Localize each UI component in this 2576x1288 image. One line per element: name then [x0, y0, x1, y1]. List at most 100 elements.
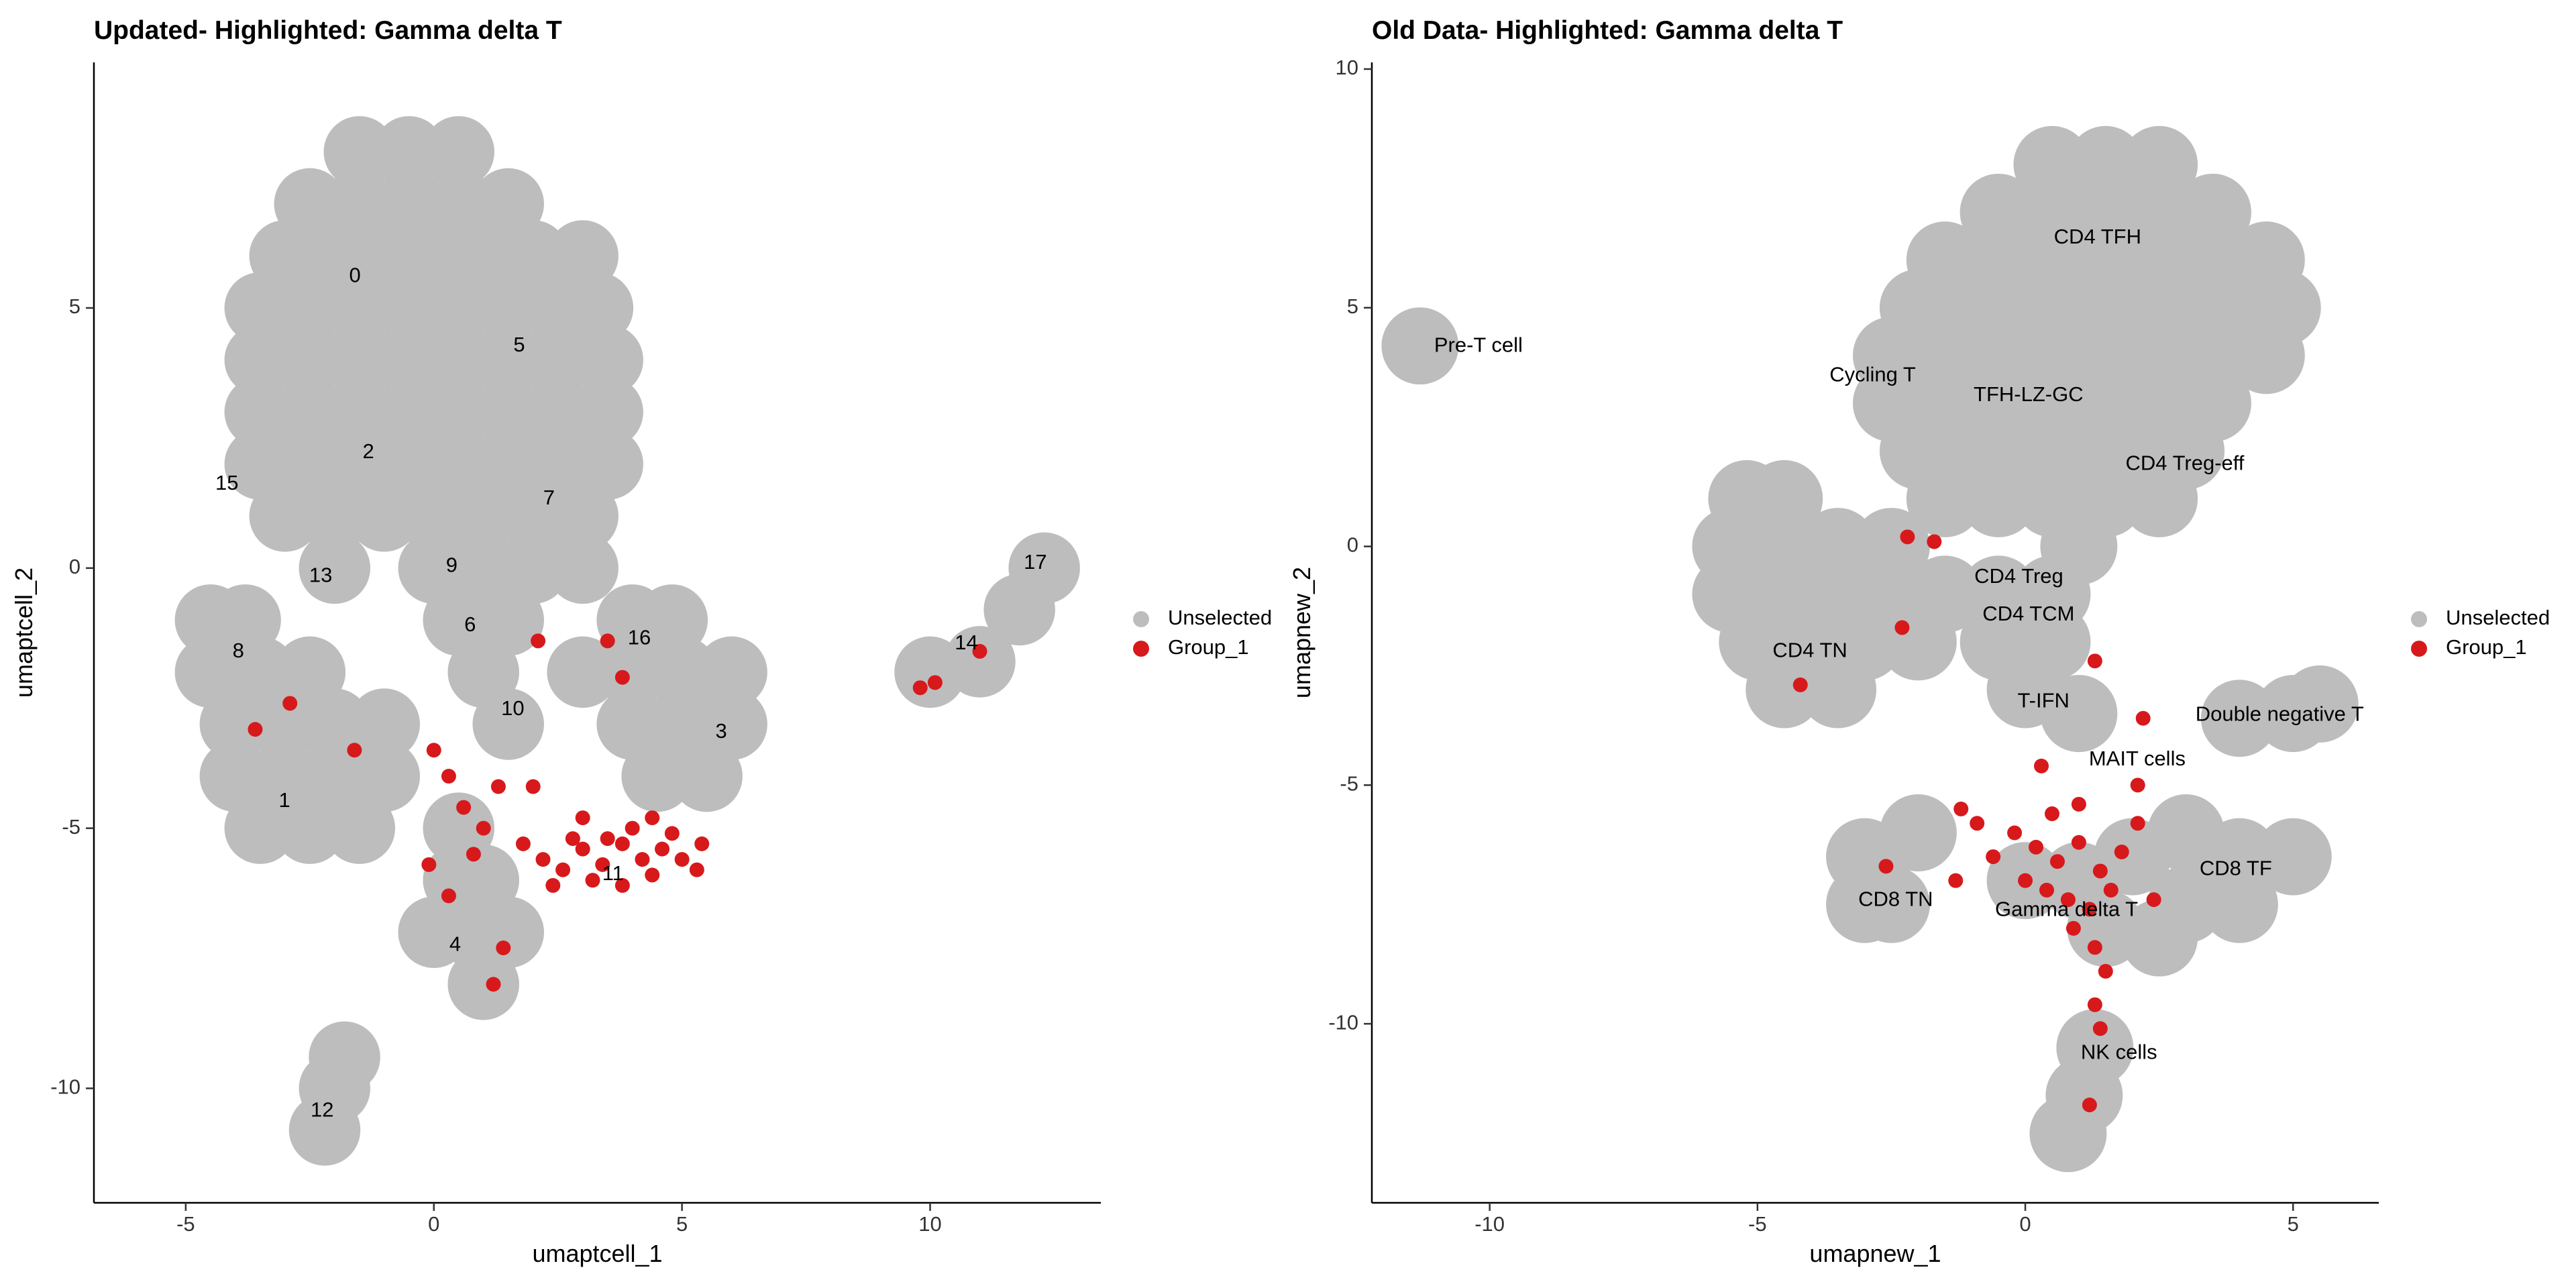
highlight-point [912, 680, 928, 696]
y-tick-label: 10 [1336, 56, 1358, 79]
highlight-point [486, 977, 501, 992]
highlight-point [2082, 902, 2097, 917]
highlight-point [535, 852, 551, 867]
highlight-point [614, 669, 630, 685]
highlight-point [664, 826, 680, 841]
x-tick-label: 10 [918, 1212, 941, 1236]
highlight-point [476, 820, 491, 836]
y-tick-label: 0 [1347, 533, 1358, 557]
chart-panel: Updated- Highlighted: Gamma delta T05215… [10, 16, 1272, 1267]
cluster-label: Gamma delta T [1995, 898, 2138, 921]
cluster-label: 10 [501, 696, 524, 720]
background-point [1008, 532, 1080, 604]
highlight-point [614, 877, 630, 893]
highlight-point [2065, 920, 2081, 936]
background-point [547, 480, 619, 552]
cluster-label: 7 [543, 486, 555, 509]
background-point [1879, 794, 1957, 871]
cluster-label: MAIT cells [2089, 747, 2186, 770]
highlight-point [2034, 758, 2049, 773]
cluster-label: Double negative T [2196, 702, 2364, 726]
highlight-point [2146, 892, 2161, 908]
chart-title: Updated- Highlighted: Gamma delta T [94, 16, 562, 45]
background-point [299, 532, 371, 604]
highlight-point [2087, 653, 2102, 669]
background-point [1746, 651, 1823, 729]
highlight-point [2092, 1021, 2108, 1036]
highlight-point [496, 940, 511, 955]
cluster-label: 11 [602, 861, 624, 885]
background-point [2254, 818, 2332, 896]
background-point [249, 688, 321, 760]
cluster-label: 17 [1024, 550, 1046, 574]
cluster-label: NK cells [2081, 1040, 2157, 1063]
background-point [621, 740, 693, 812]
highlight-point [575, 841, 590, 857]
highlight-point [927, 675, 943, 690]
highlight-point [248, 722, 263, 737]
chart-title: Old Data- Highlighted: Gamma delta T [1372, 16, 1843, 45]
background-point [199, 688, 272, 760]
background-point [348, 480, 421, 552]
legend-swatch [1133, 611, 1149, 627]
y-tick-label: -10 [1328, 1010, 1358, 1034]
cluster-label: 1 [278, 788, 290, 812]
background-point [398, 480, 470, 552]
background-point [1381, 307, 1459, 385]
background-point [2281, 665, 2359, 743]
highlight-point [689, 862, 704, 877]
background-point [1960, 460, 2037, 537]
background-point [2040, 675, 2118, 753]
background-point [497, 480, 569, 552]
background-point [522, 324, 594, 396]
background-point [309, 1021, 380, 1093]
highlight-point [645, 810, 660, 826]
highlight-point [421, 857, 437, 872]
background-point [447, 949, 519, 1020]
y-tick-label: 5 [1347, 294, 1358, 318]
y-tick-label: -10 [50, 1075, 80, 1099]
highlight-point [466, 847, 481, 862]
highlight-point [1894, 620, 1910, 635]
background-point [2029, 1095, 2107, 1173]
highlight-point [1792, 677, 1808, 692]
highlight-point [2130, 816, 2145, 831]
legend-label: Unselected [2446, 606, 2550, 629]
background-point [373, 324, 445, 396]
background-point [2200, 865, 2278, 943]
background-point [224, 376, 297, 448]
highlight-point [2103, 882, 2118, 898]
highlight-point [595, 857, 610, 872]
y-tick-label: 0 [69, 555, 80, 578]
background-point [671, 740, 743, 812]
background-point [373, 272, 445, 344]
background-point [288, 1094, 361, 1166]
highlight-point [525, 779, 541, 794]
highlight-point [347, 743, 362, 758]
legend-swatch [1133, 641, 1149, 657]
background-point [522, 376, 594, 448]
highlight-point [635, 852, 650, 867]
background-point [646, 636, 718, 708]
background-point [373, 376, 445, 448]
cluster-label: Cycling T [1829, 363, 1916, 386]
y-axis-label: umapnew_2 [1288, 567, 1316, 698]
background-point [472, 376, 544, 448]
highlight-point [2071, 835, 2086, 850]
background-point [224, 272, 297, 344]
legend-swatch [2411, 641, 2427, 657]
background-point [323, 324, 396, 396]
highlight-point [1970, 816, 1985, 831]
highlight-point [1878, 859, 1894, 874]
background-point [2121, 460, 2198, 537]
highlight-point [426, 743, 441, 758]
background-point [299, 688, 371, 760]
y-tick-label: -5 [62, 815, 80, 839]
cluster-label: 9 [446, 553, 458, 577]
cluster-label: 6 [464, 612, 476, 636]
highlight-point [674, 852, 690, 867]
background-point [572, 376, 643, 448]
background-point [423, 376, 494, 448]
background-point [323, 116, 396, 188]
